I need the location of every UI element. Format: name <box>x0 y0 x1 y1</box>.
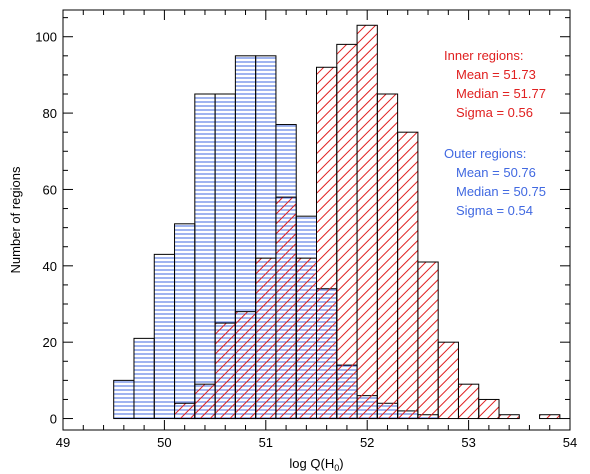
x-tick-label: 52 <box>360 435 374 450</box>
plot-frame <box>62 9 571 431</box>
x-tick-label: 50 <box>157 435 171 450</box>
y-tick-label: 80 <box>43 106 57 121</box>
x-tick-labels: 49 50 51 52 53 54 <box>56 435 577 450</box>
inner-bar <box>397 131 419 420</box>
x-tick-label: 51 <box>259 435 273 450</box>
x-tick-label: 54 <box>563 435 577 450</box>
inner-bar <box>174 402 196 420</box>
inner-bar <box>498 414 520 420</box>
inner-bar <box>437 341 459 420</box>
y-tick-label: 0 <box>50 412 57 427</box>
outer-bar <box>174 223 196 420</box>
inner-annotation-stat: Mean = 51.73 <box>456 67 536 82</box>
x-axis-title-main: log Q(H <box>289 456 334 471</box>
x-tick-label: 49 <box>56 435 70 450</box>
inner-bar <box>356 24 378 420</box>
outer-annotation-stat: Mean = 50.76 <box>456 165 536 180</box>
y-tick-labels: 0 20 40 60 80 100 <box>35 30 57 427</box>
inner-bar <box>194 383 216 420</box>
inner-bar <box>478 398 500 420</box>
y-tick-label: 100 <box>35 30 57 45</box>
y-tick-label: 20 <box>43 335 57 350</box>
outer-bar <box>113 379 135 420</box>
inner-bar <box>336 43 358 420</box>
x-axis-title: log Q(H0) <box>289 456 343 473</box>
outer-bar <box>133 337 155 420</box>
outer-annotation-heading: Outer regions: <box>444 146 526 161</box>
inner-annotation-stat: Median = 51.77 <box>456 86 546 101</box>
inner-regions-series <box>174 24 561 420</box>
inner-bar <box>255 257 277 420</box>
inner-regions-annotation: Inner regions: Mean = 51.73 Median = 51.77… <box>444 48 546 120</box>
x-axis-title-tail: ) <box>339 456 343 471</box>
inner-bar <box>417 261 439 420</box>
inner-annotation-heading: Inner regions: <box>444 48 524 63</box>
inner-bar <box>539 414 561 420</box>
inner-bar <box>376 93 399 420</box>
inner-bar <box>457 383 480 420</box>
outer-bar <box>153 253 176 420</box>
x-tick-label: 53 <box>461 435 475 450</box>
inner-bar <box>275 196 297 420</box>
inner-annotation-stat: Sigma = 0.56 <box>456 105 533 120</box>
y-tick-label: 60 <box>43 182 57 197</box>
outer-regions-annotation: Outer regions: Mean = 50.76 Median = 50.75… <box>444 146 546 218</box>
inner-bar <box>316 66 338 420</box>
y-axis-title: Number of regions <box>8 166 23 273</box>
outer-annotation-stat: Median = 50.75 <box>456 184 546 199</box>
inner-bar <box>214 322 236 420</box>
outer-annotation-stat: Sigma = 0.54 <box>456 203 533 218</box>
inner-bar <box>234 311 257 420</box>
outer-bar <box>194 93 216 420</box>
x-axis-title-subscript: 0 <box>334 463 339 473</box>
y-tick-label: 40 <box>43 259 57 274</box>
inner-bar <box>295 257 318 420</box>
